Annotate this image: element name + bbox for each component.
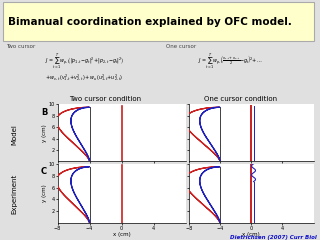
Text: $J=\!\sum_{t=1}^{T}\!w_{p,t}\!\left(|p_{1,t}\!-\!g_t|^2\!+\!|p_{2,t}\!-\!g_t|^2\: $J=\!\sum_{t=1}^{T}\!w_{p,t}\!\left(|p_{… <box>45 52 124 71</box>
X-axis label: x (cm): x (cm) <box>242 232 260 237</box>
Text: B: B <box>41 108 47 117</box>
Text: One cursor condition: One cursor condition <box>204 96 277 102</box>
Text: One cursor: One cursor <box>166 44 196 48</box>
Text: Model: Model <box>12 124 17 144</box>
Text: $J=\!\sum_{t=1}^{T}\!w_{p,t}\!\left(\!\frac{x_{1,t}+x_{2,t}}{2}\!-\!g_t\!\right): $J=\!\sum_{t=1}^{T}\!w_{p,t}\!\left(\!\f… <box>198 52 263 71</box>
Text: Experiment: Experiment <box>12 173 17 214</box>
Text: Two cursor: Two cursor <box>6 44 36 48</box>
Text: Two cursor condition: Two cursor condition <box>68 96 141 102</box>
Y-axis label: y (cm): y (cm) <box>42 124 47 142</box>
Text: C: C <box>41 167 47 176</box>
Y-axis label: y (cm): y (cm) <box>42 185 47 202</box>
X-axis label: x (cm): x (cm) <box>113 232 131 237</box>
FancyBboxPatch shape <box>3 2 314 41</box>
Text: Bimanual coordination explained by OFC model.: Bimanual coordination explained by OFC m… <box>8 17 292 27</box>
Text: $+\,w_{v,t}(v_{1,t}^2\!+\!v_{2,t}^2)+w_u(u_{1,t}^2\!+\!u_{2,t}^2)$: $+\,w_{v,t}(v_{1,t}^2\!+\!v_{2,t}^2)+w_u… <box>45 73 123 83</box>
Text: Dietrichsen (2007) Curr Biol: Dietrichsen (2007) Curr Biol <box>230 234 317 240</box>
